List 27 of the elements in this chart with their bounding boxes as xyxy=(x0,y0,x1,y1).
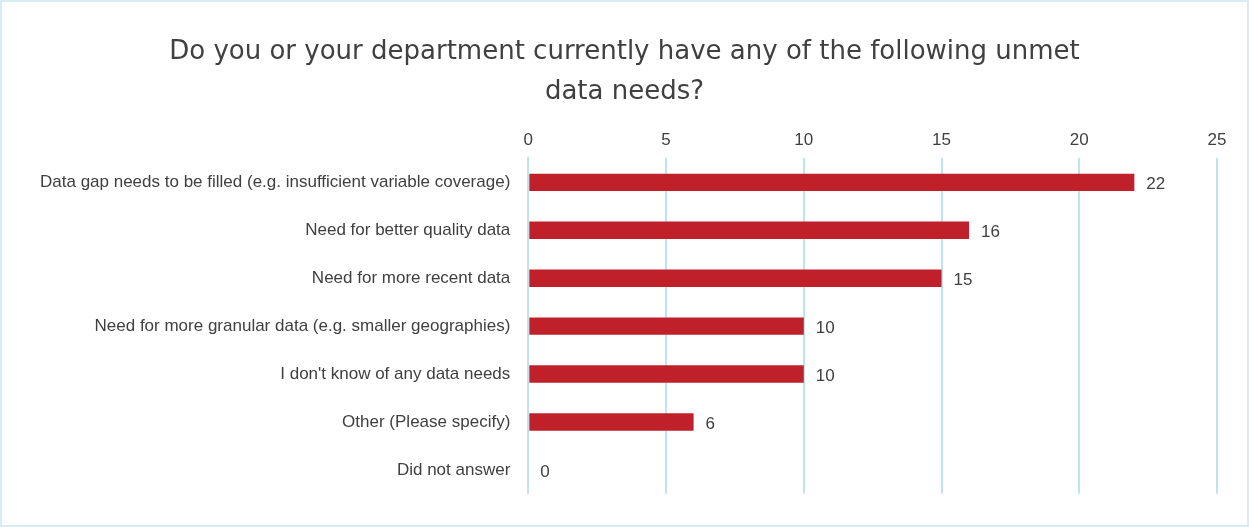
data-label: 0 xyxy=(540,461,550,481)
data-label: 16 xyxy=(981,221,1000,241)
x-tick-label: 20 xyxy=(1069,129,1089,149)
y-tick-label: I don't know of any data needs xyxy=(280,363,511,383)
y-tick-label: Did not answer xyxy=(396,459,511,479)
bar xyxy=(529,269,942,287)
data-label: 6 xyxy=(705,413,716,433)
data-label: 15 xyxy=(953,269,973,289)
y-tick-label: Need for better quality data xyxy=(305,219,511,239)
bar xyxy=(529,365,804,383)
y-tick-label: Other (Please specify) xyxy=(342,411,511,431)
x-tick-label: 25 xyxy=(1207,129,1227,149)
x-tick-label: 0 xyxy=(523,129,534,149)
y-tick-label: Need for more granular data (e.g. smaller geographies) xyxy=(94,315,511,335)
bar xyxy=(529,413,694,431)
x-tick-label: 15 xyxy=(932,129,951,149)
bar xyxy=(529,221,970,239)
chart-title: Do you or your department currently have any of the following unmet data needs? xyxy=(168,34,1081,107)
x-tick-label: 10 xyxy=(794,129,814,149)
bar xyxy=(529,173,1135,192)
data-label: 10 xyxy=(815,365,835,385)
data-label: 22 xyxy=(1146,174,1166,194)
y-tick-label: Data gap needs to be filled (e.g. insufficient variable coverage) xyxy=(39,172,511,192)
bar xyxy=(529,317,804,335)
y-tick-label: Need for more recent data xyxy=(311,267,511,287)
x-tick-label: 5 xyxy=(661,129,671,149)
data-label: 10 xyxy=(815,317,835,337)
